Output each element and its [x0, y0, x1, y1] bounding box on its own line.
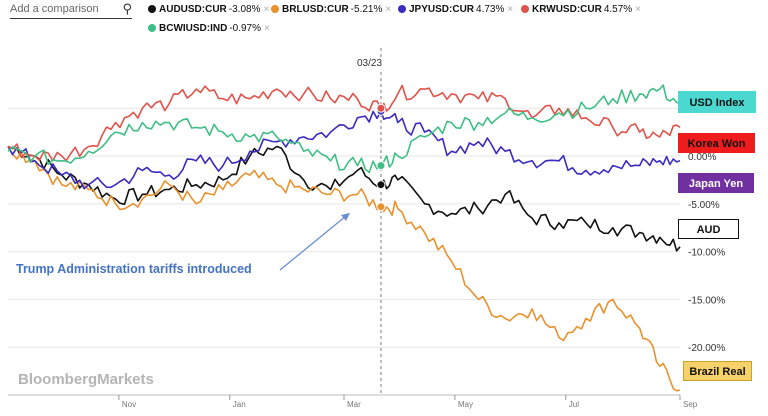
- annotation-text: Trump Administration tariffs introduced: [16, 262, 252, 276]
- series-label: Korea Won: [678, 133, 755, 153]
- y-tick-label: -15.00%: [688, 295, 725, 306]
- crosshair-date: 03/23: [355, 58, 385, 69]
- series-line: [7, 84, 681, 162]
- legend-change: 4.73%: [476, 4, 505, 15]
- series-label: Japan Yen: [678, 173, 754, 193]
- y-tick-label: -5.00%: [688, 200, 720, 211]
- legend-change: -5.21%: [350, 4, 383, 15]
- annotation-arrow: [279, 215, 347, 271]
- legend-item[interactable]: BCWIUSD:IND -0.97% ×: [148, 23, 270, 34]
- legend-item[interactable]: KRWUSD:CUR 4.57% ×: [521, 4, 641, 15]
- series-line: [7, 110, 681, 190]
- remove-series-icon[interactable]: ×: [264, 23, 270, 34]
- series-color-dot: [521, 5, 529, 13]
- remove-series-icon[interactable]: ×: [263, 4, 270, 15]
- series-label: Brazil Real: [683, 361, 752, 381]
- series-line: [7, 84, 681, 174]
- legend-item[interactable]: AUDUSD:CUR -3.08% ×: [148, 4, 269, 15]
- series-line: [7, 146, 681, 392]
- legend-ticker: KRWUSD:CUR: [532, 4, 602, 15]
- legend-ticker: AUDUSD:CUR: [159, 4, 227, 15]
- series-line: [7, 145, 681, 252]
- brand-logo: BloombergMarkets: [18, 371, 154, 388]
- search-icon[interactable]: ⚲: [122, 1, 132, 16]
- y-tick-label: -10.00%: [688, 248, 725, 259]
- series-color-dot: [148, 5, 156, 13]
- series-label: USD Index: [678, 91, 756, 113]
- series-color-dot: [148, 24, 156, 32]
- x-tick-label: Jul: [569, 400, 579, 409]
- legend-ticker: JPYUSD:CUR: [409, 4, 475, 15]
- remove-series-icon[interactable]: ×: [507, 4, 514, 15]
- annotation-arrowhead: [341, 213, 350, 221]
- legend-ticker: BCWIUSD:IND: [159, 23, 228, 34]
- x-tick-label: Sep: [683, 400, 698, 409]
- legend-change: 4.57%: [603, 4, 633, 15]
- legend-change: -3.08%: [228, 4, 261, 15]
- legend-item[interactable]: JPYUSD:CUR 4.73% ×: [398, 4, 513, 15]
- series-label: AUD: [678, 219, 739, 239]
- crosshair-point: [376, 103, 386, 113]
- search-placeholder: Add a comparison: [10, 3, 99, 15]
- remove-series-icon[interactable]: ×: [385, 4, 392, 15]
- add-comparison-search[interactable]: Add a comparison ⚲: [10, 1, 132, 19]
- series-color-dot: [398, 5, 406, 13]
- remove-series-icon[interactable]: ×: [635, 4, 642, 15]
- crosshair-point: [376, 161, 386, 171]
- y-tick-label: 0.00%: [688, 152, 716, 163]
- crosshair-point: [376, 202, 386, 212]
- legend-change: -0.97%: [229, 23, 262, 34]
- series-color-dot: [271, 5, 279, 13]
- x-tick-label: May: [458, 400, 473, 409]
- legend-item[interactable]: BRLUSD:CUR -5.21% ×: [271, 4, 391, 15]
- x-tick-label: Jan: [233, 400, 246, 409]
- y-tick-label: -20.00%: [688, 343, 725, 354]
- legend-ticker: BRLUSD:CUR: [282, 4, 349, 15]
- crosshair-point: [376, 180, 386, 190]
- x-tick-label: Mar: [347, 400, 361, 409]
- x-tick-label: Nov: [122, 400, 136, 409]
